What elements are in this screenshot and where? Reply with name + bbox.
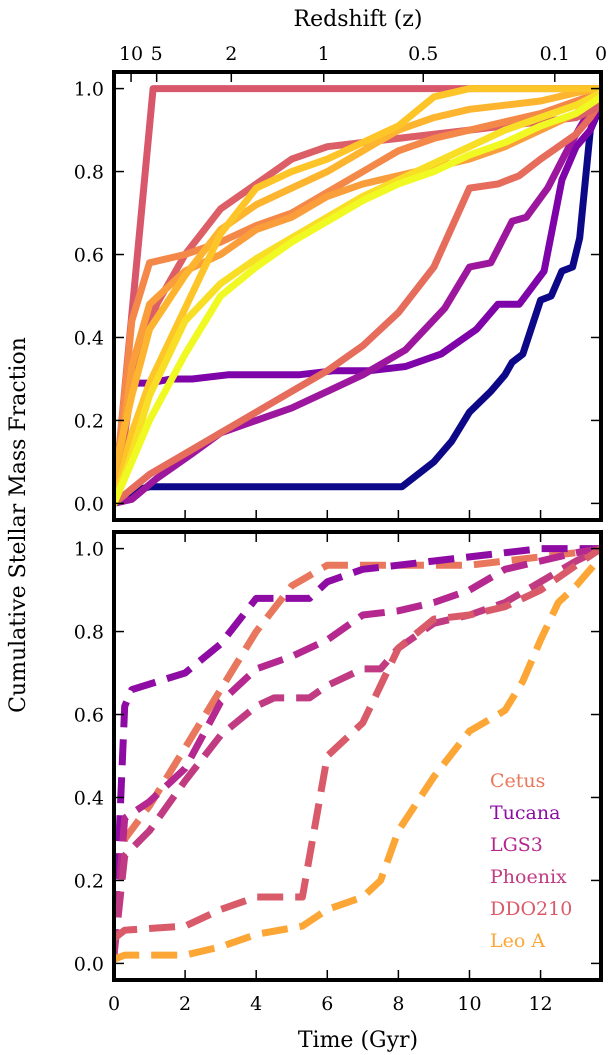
y-tick-label: 0.6	[74, 245, 104, 267]
y-tick-label: 0.4	[74, 787, 104, 809]
y-tick-label: 0.6	[74, 705, 104, 727]
y-tick-label: 1.0	[74, 539, 104, 561]
x-tick-label: 0	[108, 993, 120, 1015]
legend-cetus: Cetus	[490, 770, 545, 792]
top-series-7-line	[114, 89, 601, 507]
x-tick-label: 10	[457, 993, 481, 1015]
top-plot-area	[114, 85, 601, 507]
top-series-6-line	[114, 89, 601, 507]
ddo210-line	[114, 545, 601, 942]
y-tick-label: 0.2	[74, 410, 104, 432]
legend-ddo210: DDO210	[490, 898, 572, 920]
top-panel: 0.0 0.2 0.4 0.6 0.8 1.0 10 5 2 1 0.5 0.1 0	[74, 43, 607, 522]
y-tick-label: 0.0	[74, 953, 104, 975]
top-panel-ticks: 0.0 0.2 0.4 0.6 0.8 1.0 10 5 2 1 0.5 0.1 0	[74, 43, 607, 520]
x-tick-label: 2	[179, 993, 191, 1015]
top-series-4-line	[114, 97, 601, 507]
redshift-tick-label: 1	[318, 43, 330, 65]
tucana-line	[114, 545, 601, 956]
cetus-line	[114, 545, 601, 956]
top-series-0-line	[114, 101, 601, 507]
bottom-plot-area	[114, 545, 601, 963]
phoenix-line	[114, 545, 601, 956]
top-panel-frame	[112, 70, 603, 522]
top-series-8-line	[114, 85, 601, 478]
redshift-tick-label: 0.5	[408, 43, 438, 65]
top-series-10-line	[114, 89, 601, 507]
redshift-tick-label: 10	[119, 43, 143, 65]
redshift-tick-label: 5	[151, 43, 163, 65]
bottom-panel: 0.0 0.2 0.4 0.6 0.8 1.0 0 2 4 6 8 10 12 Cetus Tucana L…	[74, 530, 603, 1015]
x-axis-title: Time (Gyr)	[298, 1028, 418, 1053]
top-series-11-line	[114, 93, 601, 507]
y-tick-label: 0.0	[74, 493, 104, 515]
x-tick-label: 6	[321, 993, 333, 1015]
legend-tucana: Tucana	[490, 802, 560, 824]
redshift-tick-label: 2	[225, 43, 237, 65]
legend: Cetus Tucana LGS3 Phoenix DDO210 Leo A	[490, 770, 572, 952]
x-tick-label: 8	[392, 993, 404, 1015]
top-axis-title: Redshift (z)	[294, 7, 423, 32]
legend-leo-a: Leo A	[490, 930, 545, 952]
legend-phoenix: Phoenix	[490, 866, 567, 888]
y-tick-label: 0.8	[74, 622, 104, 644]
top-series-9-line	[114, 85, 601, 507]
y-tick-label: 0.4	[74, 327, 104, 349]
lgs3-line	[114, 545, 601, 956]
y-axis-title: Cumulative Stellar Mass Fraction	[6, 337, 31, 713]
bottom-panel-ticks: 0.0 0.2 0.4 0.6 0.8 1.0 0 2 4 6 8 10 12	[74, 532, 601, 1015]
x-tick-label: 12	[528, 993, 552, 1015]
y-tick-label: 1.0	[74, 79, 104, 101]
redshift-tick-label: 0	[595, 43, 607, 65]
y-tick-label: 0.2	[74, 870, 104, 892]
leo-a-line	[114, 554, 601, 963]
redshift-tick-label: 0.1	[540, 43, 570, 65]
bottom-panel-frame	[112, 530, 603, 982]
y-tick-label: 0.8	[74, 162, 104, 184]
x-tick-label: 4	[250, 993, 262, 1015]
legend-lgs3: LGS3	[490, 834, 543, 856]
